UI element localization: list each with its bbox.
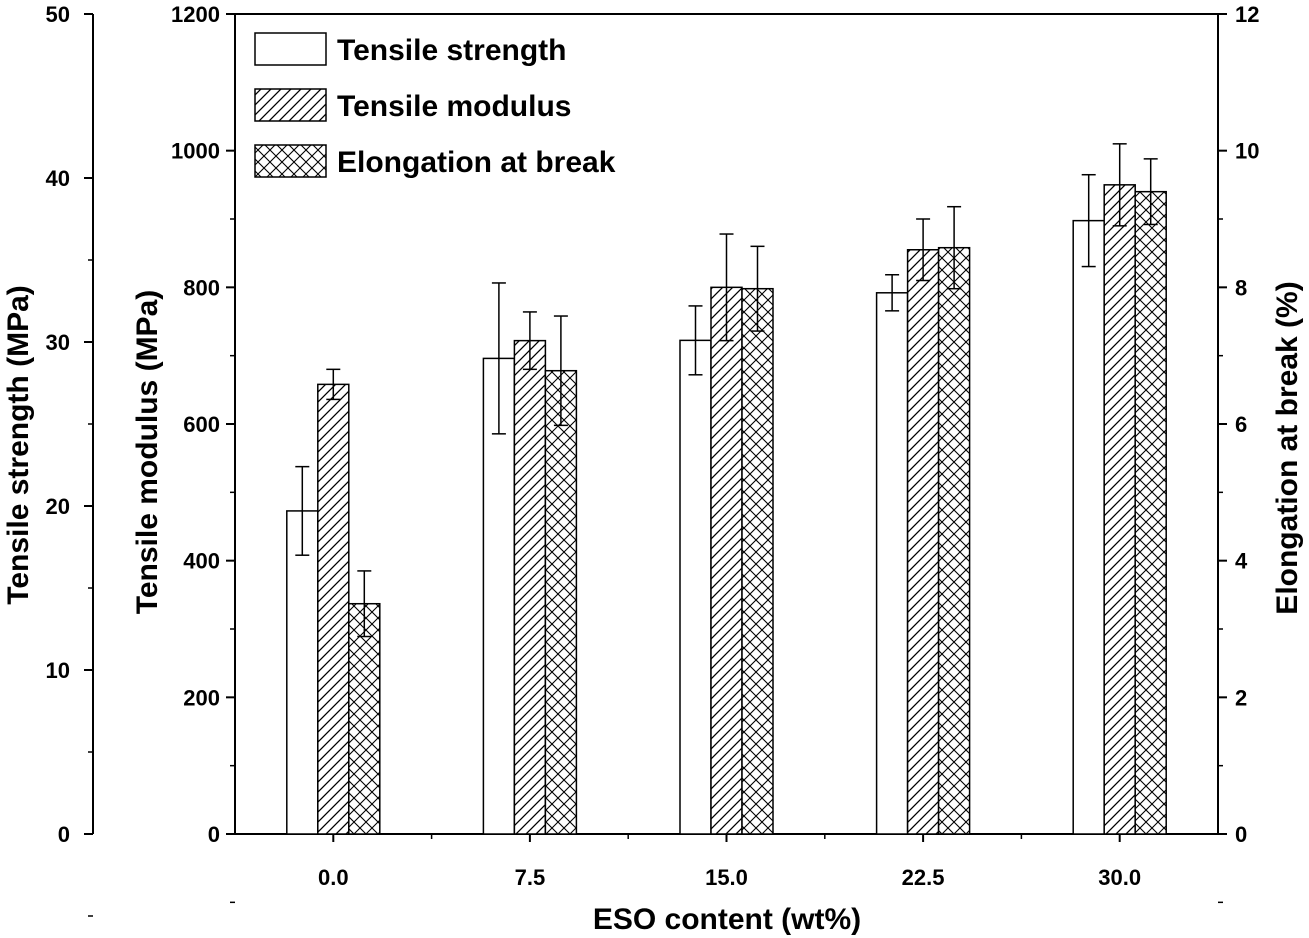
- right-axis-tick-label: 6: [1235, 412, 1247, 437]
- bar: [348, 602, 381, 835]
- left-outer-axis-tick-label: 40: [46, 166, 70, 191]
- legend-swatch: [254, 88, 327, 122]
- legend-label: Tensile modulus: [337, 90, 571, 123]
- legend-label: Tensile strength: [337, 34, 566, 67]
- left-outer-axis-title: Tensile strength (MPa): [2, 285, 35, 604]
- right-axis-tick-label: 4: [1235, 549, 1248, 574]
- legend-label: Elongation at break: [337, 146, 616, 179]
- left-inner-axis-tick-label: 0: [208, 822, 220, 847]
- x-axis-title: ESO content (wt%): [593, 903, 861, 936]
- left-inner-axis-tick-label: 600: [183, 412, 220, 437]
- x-axis-tick-label: 7.5: [515, 865, 546, 890]
- right-axis-tick-label: 2: [1235, 685, 1247, 710]
- left-inner-axis-tick-label: 200: [183, 685, 220, 710]
- legend: Tensile strength Tensile modulus Elongatio…: [254, 32, 616, 179]
- bar: [1103, 184, 1136, 835]
- bar: [286, 510, 319, 835]
- bar: [544, 369, 578, 835]
- left-outer-axis-tick-label: 30: [46, 330, 70, 355]
- error-bars: [295, 143, 1158, 638]
- bar: [937, 246, 971, 835]
- x-axis-tick-label: 15.0: [705, 865, 748, 890]
- x-axis-tick-label: 0.0: [318, 865, 349, 890]
- bar: [679, 339, 712, 835]
- bar: [741, 287, 774, 835]
- right-axis-tick-label: 0: [1235, 822, 1247, 847]
- bar: [317, 383, 350, 835]
- bar: [710, 286, 743, 835]
- legend-swatch: [254, 32, 327, 66]
- right-axis-title: Elongation at break (%): [1271, 281, 1304, 614]
- bar: [875, 292, 909, 835]
- x-axis-tick-label: 30.0: [1098, 865, 1141, 890]
- bar: [1072, 219, 1105, 835]
- right-axis-tick-label: 8: [1235, 275, 1247, 300]
- right-axis-tick-label: 10: [1235, 139, 1259, 164]
- left-inner-axis-tick-label: 400: [183, 549, 220, 574]
- left-outer-axis-tick-label: 0: [58, 822, 70, 847]
- legend-swatch: [254, 144, 327, 178]
- left-inner-axis-tick-label: 1200: [171, 2, 220, 27]
- left-outer-axis-tick-label: 10: [46, 658, 70, 683]
- bar: [482, 357, 516, 835]
- left-inner-axis-title: Tensile modulus (MPa): [131, 290, 164, 614]
- left-inner-axis-tick-label: 1000: [171, 139, 220, 164]
- bar: [513, 339, 547, 835]
- bars: [286, 184, 1167, 835]
- bar: [1134, 190, 1167, 835]
- bar: [906, 249, 940, 835]
- left-outer-axis-tick-label: 50: [46, 2, 70, 27]
- left-outer-axis-tick-label: 20: [46, 494, 70, 519]
- left-inner-axis-tick-label: 800: [183, 275, 220, 300]
- x-axis-tick-label: 22.5: [902, 865, 945, 890]
- right-axis-tick-label: 12: [1235, 2, 1259, 27]
